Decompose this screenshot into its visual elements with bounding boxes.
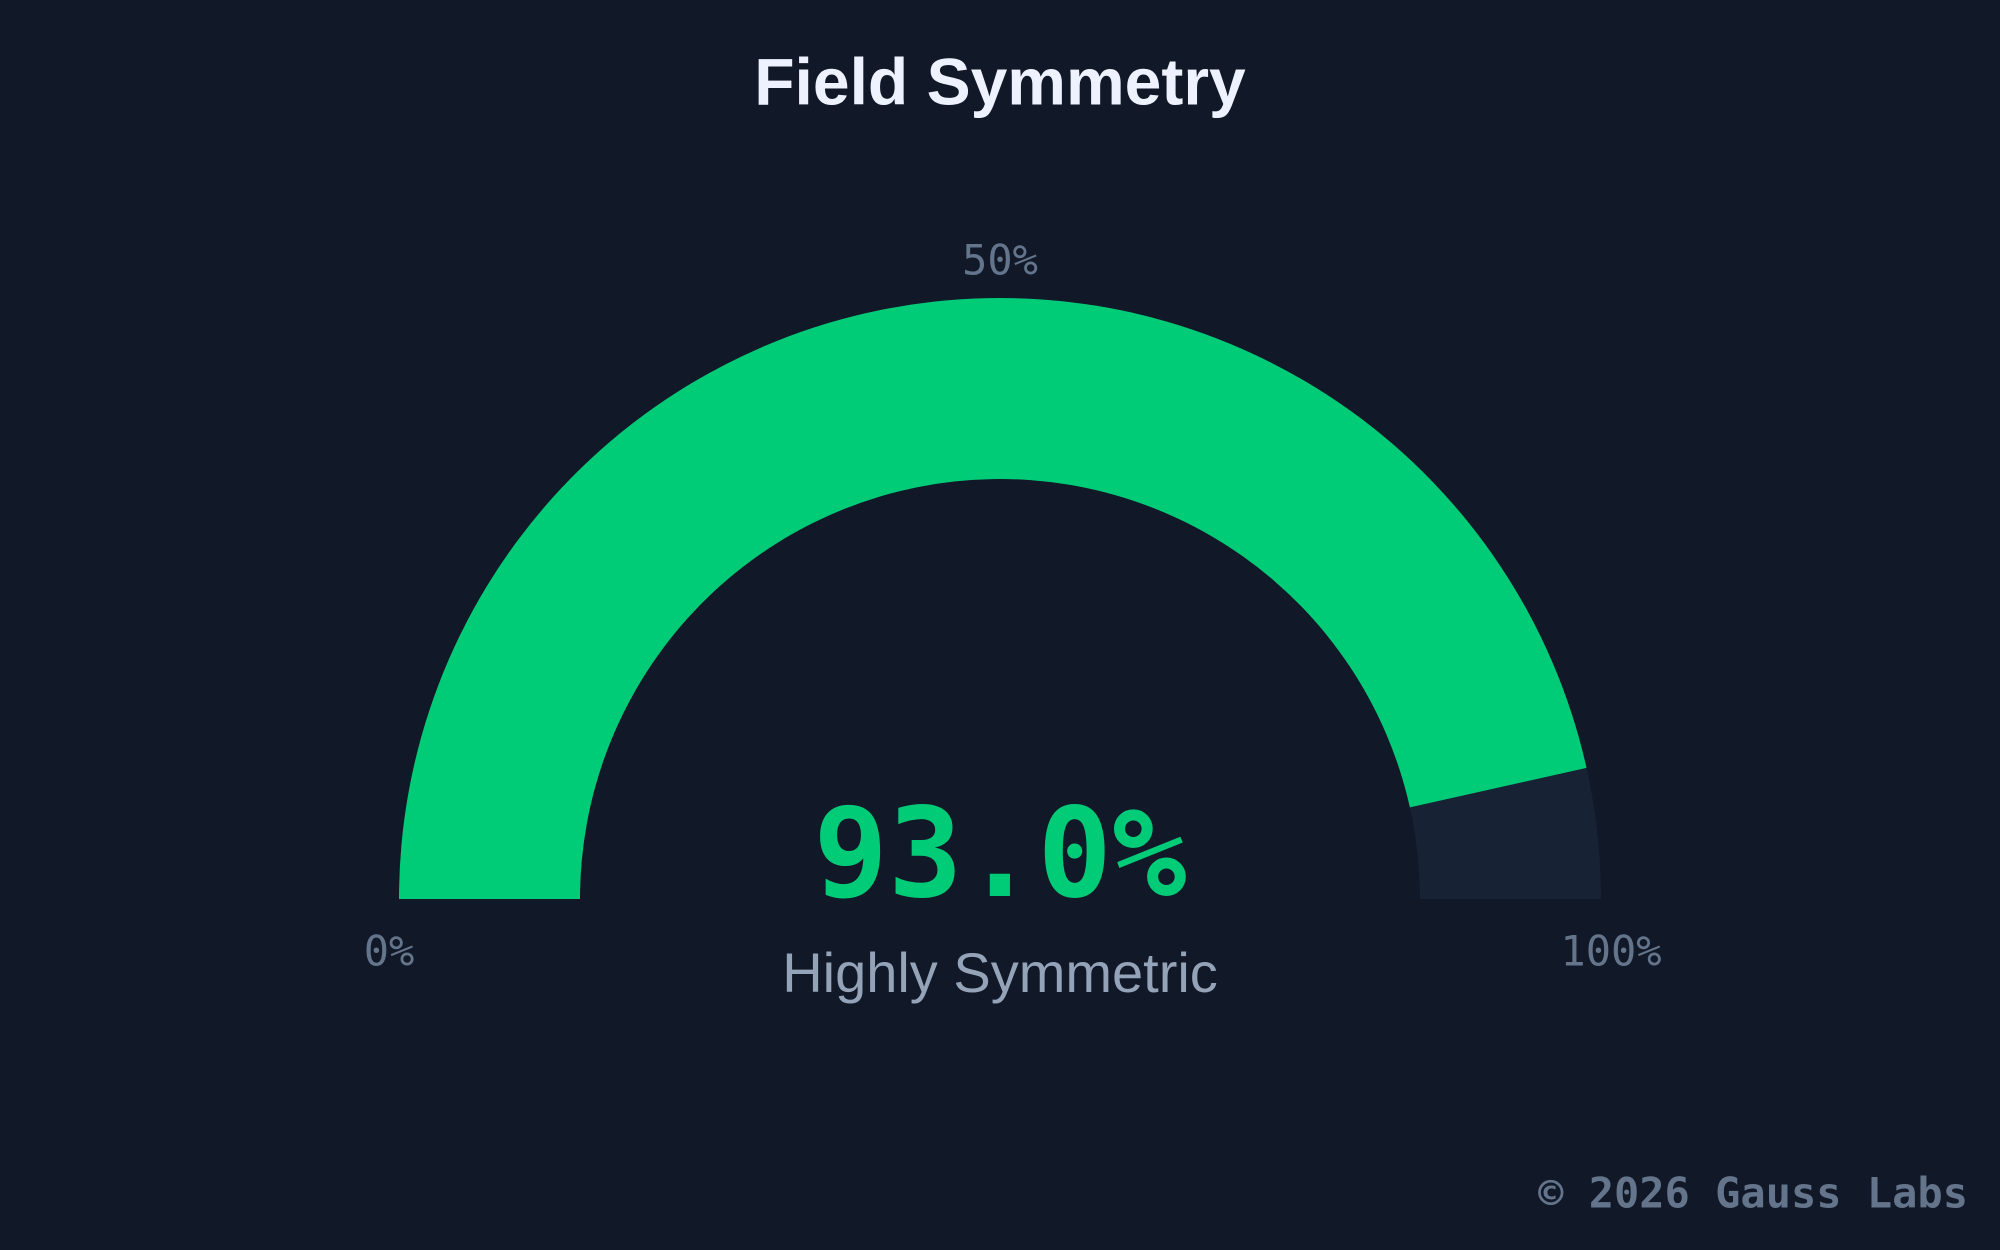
gauge-tick-label: 100% [1560, 927, 1661, 976]
gauge-value-label: 93.0% [813, 782, 1186, 926]
gauge-tick-label: 0% [364, 927, 415, 976]
gauge-tick-label: 50% [962, 236, 1038, 285]
gauge-value-arc [398, 297, 1587, 899]
footer: © 2026 Gauss Labs [1538, 1169, 1968, 1218]
gauge-status-label: Highly Symmetric [782, 941, 1218, 1004]
chart-title: Field Symmetry [754, 44, 1246, 118]
